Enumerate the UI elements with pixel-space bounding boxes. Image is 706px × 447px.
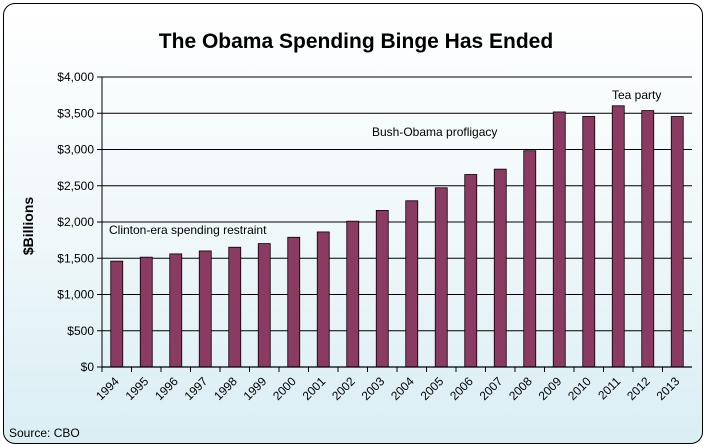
bar-2006 [464,174,478,368]
x-tick-label: 1994 [93,374,122,403]
x-tick-label: 2003 [359,374,388,403]
x-tick-label: 2010 [565,374,594,403]
bar-2011 [611,105,625,368]
bar-2002 [346,220,360,368]
x-tick-label: 2008 [506,374,535,403]
bar-2003 [375,209,389,368]
y-tick-label: $0 [81,360,95,374]
x-tick-label: 2011 [595,374,623,402]
annotation-bush-obama: Bush-Obama profligacy [372,125,497,139]
x-tick-label: 1995 [123,374,152,403]
bar-1994 [110,260,124,368]
bar-2012 [641,110,655,368]
bar-2007 [493,168,507,368]
x-tick-label: 2002 [329,374,358,403]
bar-chart: The Obama Spending Binge Has Ended $0 $50… [9,30,692,440]
source-note: Source: CBO [9,426,80,440]
bar-1996 [169,253,183,368]
x-tick-label: 2000 [270,374,299,403]
x-tick-label: 1996 [152,374,181,403]
y-axis-label: $Billions [20,197,36,256]
y-tick-label: $500 [67,324,94,338]
bar-2013 [670,116,684,368]
bar-2010 [582,116,596,368]
y-tick-label: $2,500 [57,179,94,193]
x-tick-label: 2009 [536,374,565,403]
x-tick-label: 2006 [447,374,476,403]
y-tick-label: $4,000 [57,70,94,84]
bar-2000 [287,236,301,368]
y-tick-label: $3,000 [57,143,94,157]
bar-2009 [552,111,566,368]
x-tick-label: 1997 [182,374,211,403]
x-tick-label: 2012 [624,374,653,403]
y-tick-label: $1,500 [57,251,94,265]
chart-title: The Obama Spending Binge Has Ended [159,30,553,53]
bar-2008 [523,150,537,368]
annotation-tea-party: Tea party [612,88,661,102]
x-tick-label: 2005 [418,374,447,403]
y-tick-label: $1,000 [57,288,94,302]
y-tick-label: $3,500 [57,106,94,120]
x-axis-ticks: 1994 1995 1996 1997 1998 1999 2000 2001 2002 2003… [93,366,692,403]
bar-2001 [316,231,330,368]
bar-1995 [139,256,153,368]
x-tick-label: 1998 [211,374,240,403]
x-tick-label: 2001 [300,374,329,403]
x-tick-label: 2007 [477,374,506,403]
bar-2004 [405,200,419,368]
chart-frame: The Obama Spending Binge Has Ended $0 $50… [3,3,703,444]
y-tick-label: $2,000 [57,215,94,229]
x-tick-label: 2013 [654,374,683,403]
x-tick-label: 2004 [388,374,417,403]
bar-1998 [228,246,242,368]
bars [110,105,684,368]
annotation-clinton: Clinton-era spending restraint [109,223,267,237]
y-axis-ticks: $0 $500 $1,000 $1,500 $2,000 $2,500 $3,000 $3,5… [57,70,102,374]
x-tick-label: 1999 [241,374,270,403]
bar-1999 [257,243,271,368]
bar-1997 [198,250,212,368]
bar-2005 [434,187,448,368]
gridlines [101,76,692,368]
